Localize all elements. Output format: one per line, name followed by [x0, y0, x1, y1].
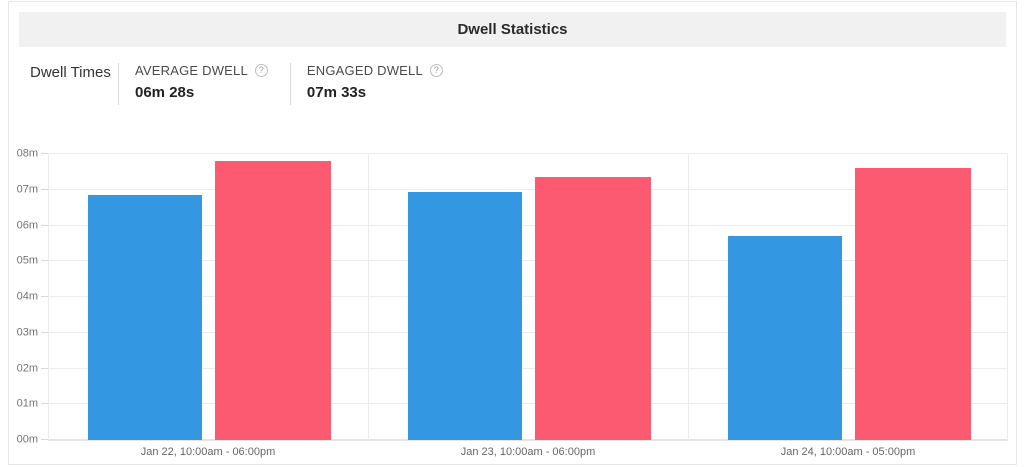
dwell-statistics-card: Dwell Statistics Dwell Times AVERAGE DWE… — [8, 1, 1017, 465]
y-tick-mark — [41, 260, 48, 262]
bar-average-dwell-3[interactable] — [727, 235, 842, 440]
y-axis-label: 08m — [16, 147, 38, 160]
engaged-dwell-label: ENGAGED DWELL — [306, 63, 423, 78]
vertical-gridline — [1007, 154, 1008, 440]
gridline — [48, 188, 1008, 190]
x-axis-label: Jan 23, 10:00am - 06:00pm — [460, 446, 596, 458]
y-axis-label: 02m — [16, 362, 38, 374]
gridline — [48, 224, 1008, 226]
y-tick-mark — [41, 188, 48, 190]
gridline — [48, 403, 1008, 405]
average-dwell-value: 06m 28s — [135, 84, 195, 101]
y-axis-label: 03m — [16, 326, 38, 339]
y-tick-mark — [41, 367, 48, 369]
bar-engaged-dwell-2[interactable] — [535, 177, 652, 440]
y-axis-label: 00m — [16, 433, 38, 446]
y-tick-mark — [41, 331, 48, 333]
average-dwell-label: AVERAGE DWELL — [135, 63, 248, 78]
divider — [289, 63, 291, 105]
engaged-dwell-value: 07m 33s — [306, 84, 367, 101]
y-tick-mark — [41, 224, 48, 226]
x-axis-label: Jan 24, 10:00am - 05:00pm — [780, 446, 916, 458]
chart-title: Dwell Statistics — [19, 12, 1006, 47]
bar-engaged-dwell-3[interactable] — [855, 167, 972, 440]
vertical-gridline — [367, 154, 369, 440]
y-axis-label: 05m — [16, 254, 38, 267]
y-axis-label: 01m — [16, 397, 38, 410]
bar-group: Jan 22, 10:00am - 06:00pm — [48, 154, 368, 458]
bar-chart-plot-area: 00m 01m 02m 03m 04m 05m 06m 07m 08m Jan 22, 10:00… — [17, 148, 1008, 458]
gridline — [48, 367, 1008, 369]
divider — [118, 63, 119, 105]
dwell-stats-summary: Dwell Times AVERAGE DWELL ? 06m 28s ENGA… — [30, 63, 1016, 105]
bar-group: Jan 24, 10:00am - 05:00pm — [688, 154, 1008, 458]
help-icon[interactable]: ? — [254, 64, 268, 77]
engaged-dwell-stat: ENGAGED DWELL ? 07m 33s — [307, 63, 443, 105]
y-tick-mark — [41, 296, 48, 297]
y-tick-mark — [41, 153, 48, 154]
vertical-gridline — [48, 154, 49, 440]
gridline — [48, 331, 1008, 333]
y-axis-label: 07m — [16, 183, 38, 196]
vertical-gridline — [687, 154, 689, 440]
bar-average-dwell-1[interactable] — [87, 195, 202, 440]
bar-engaged-dwell-1[interactable] — [215, 161, 332, 440]
gridline — [48, 153, 1008, 154]
bar-average-dwell-2[interactable] — [407, 191, 522, 440]
help-icon[interactable]: ? — [429, 64, 443, 77]
average-dwell-stat: AVERAGE DWELL ? 06m 28s — [135, 63, 268, 105]
bar-group: Jan 23, 10:00am - 06:00pm — [368, 154, 688, 458]
x-axis-label: Jan 22, 10:00am - 06:00pm — [140, 446, 276, 458]
y-tick-mark — [41, 403, 48, 405]
dwell-times-label: Dwell Times — [30, 64, 111, 81]
gridline — [48, 296, 1008, 297]
y-tick-mark — [41, 439, 48, 440]
y-axis-label: 04m — [16, 290, 38, 303]
gridline — [48, 260, 1008, 262]
y-axis-label: 06m — [16, 219, 38, 231]
x-axis-line — [48, 439, 1008, 441]
